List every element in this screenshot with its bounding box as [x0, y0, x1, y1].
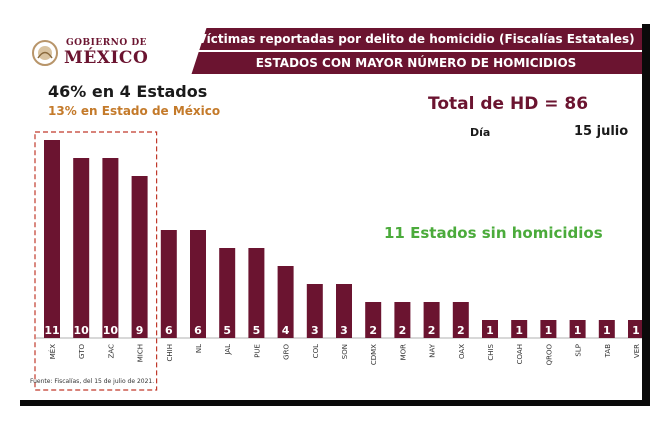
x-tick-label: MICH: [137, 344, 145, 362]
data-label: 1: [486, 324, 494, 337]
top4-share: 46% en 4 Estados: [48, 82, 208, 101]
data-label: 4: [282, 324, 290, 337]
no-homicide-note: 11 Estados sin homicidios: [384, 224, 603, 242]
bar-méx: [44, 140, 60, 338]
logo-line1: GOBIERNO DE: [66, 38, 148, 48]
data-label: 9: [136, 324, 144, 337]
slide-subtitle: ESTADOS CON MAYOR NÚMERO DE HOMICIDIOS: [255, 56, 577, 70]
x-tick-label: TAB: [604, 344, 612, 359]
bar-coah: [511, 320, 528, 338]
x-tick-label: QROO: [545, 344, 553, 366]
bar-mor: [394, 302, 411, 338]
data-label: 2: [428, 324, 436, 337]
data-label: 2: [399, 324, 407, 337]
bar-mich: [131, 176, 148, 338]
x-tick-label: OAX: [458, 344, 466, 359]
x-tick-label: GRO: [283, 344, 291, 360]
day-label: Día: [470, 126, 491, 139]
mexico-seal-icon: [32, 40, 58, 66]
bar-cdmx: [365, 302, 382, 338]
x-tick-label: ZAC: [107, 344, 115, 358]
slide: Víctimas reportadas por delito de homici…: [14, 18, 642, 400]
bar-oax: [452, 302, 469, 338]
x-tick-label: CHIS: [487, 343, 495, 360]
x-tick-label: SON: [341, 344, 349, 359]
bar-nay: [423, 302, 440, 338]
data-label: 11: [44, 324, 59, 337]
data-label: 1: [545, 324, 553, 337]
highlight-box: [34, 131, 158, 391]
x-tick-label: CDMX: [370, 344, 378, 365]
data-label: 6: [165, 324, 173, 337]
x-tick-label: MÉX: [48, 344, 57, 359]
bar-chis: [482, 320, 498, 338]
data-label: 2: [369, 324, 377, 337]
data-label: 1: [515, 324, 523, 337]
x-tick-label: SLP: [575, 344, 583, 357]
x-tick-label: NL: [195, 344, 203, 353]
data-label: 3: [340, 324, 348, 337]
data-label: 3: [311, 324, 319, 337]
data-label: 5: [253, 324, 261, 337]
bar-chih: [160, 230, 177, 338]
data-label: 5: [223, 324, 231, 337]
x-tick-label: GTO: [78, 344, 86, 359]
subtitle-band: [180, 52, 642, 74]
date-label: 15 julio: [574, 124, 629, 139]
logo-line2: MÉXICO: [64, 48, 149, 68]
bar-zac: [102, 158, 119, 338]
x-tick-label: COAH: [516, 344, 524, 364]
x-tick-label: PUE: [253, 344, 261, 358]
bar-pue: [248, 248, 265, 338]
x-tick-label: VER: [633, 344, 641, 358]
x-tick-label: NAY: [429, 343, 437, 357]
x-tick-label: MOR: [399, 344, 407, 361]
bar-son: [336, 284, 352, 338]
bar-nl: [190, 230, 206, 338]
bar-chart: 11MÉX10GTO10ZAC9MICH6CHIH6NL5JAL5PUE4GRO…: [34, 131, 642, 391]
bar-ver: [628, 320, 642, 338]
mex-share: 13% en Estado de México: [48, 104, 221, 118]
bar-gro: [277, 266, 294, 338]
source-note: Fuente: Fiscalías, del 15 de julio de 20…: [30, 378, 155, 385]
bar-jal: [219, 248, 236, 338]
bar-slp: [569, 320, 586, 338]
bar-gto: [73, 158, 90, 338]
bar-qroo: [540, 320, 557, 338]
title-band: [180, 28, 642, 50]
x-tick-label: COL: [312, 344, 320, 358]
bar-col: [306, 284, 323, 338]
bar-tab: [598, 320, 615, 338]
total-label: Total de HD = 86: [428, 94, 589, 114]
data-label: 6: [194, 324, 202, 337]
x-tick-label: JAL: [224, 344, 232, 356]
data-label: 10: [74, 324, 90, 337]
data-label: 1: [574, 324, 582, 337]
data-label: 2: [457, 324, 465, 337]
slide-title: Víctimas reportadas por delito de homici…: [197, 32, 635, 46]
data-label: 10: [103, 324, 119, 337]
data-label: 1: [603, 324, 611, 337]
data-label: 1: [632, 324, 640, 337]
x-tick-label: CHIH: [166, 344, 174, 361]
